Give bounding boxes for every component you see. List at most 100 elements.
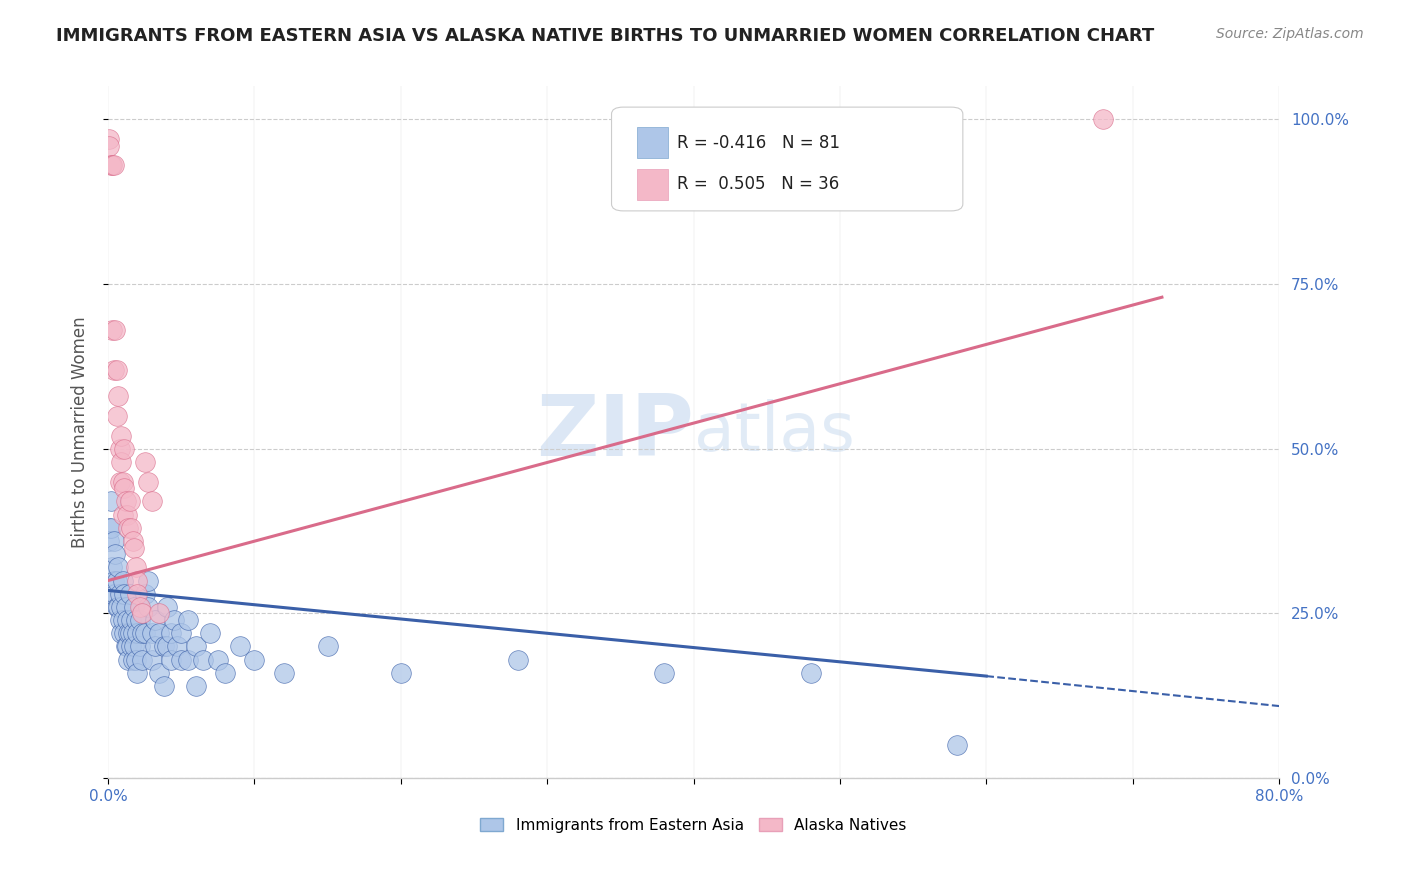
Point [103,158,125,172]
Point [112,481,135,495]
Point [107,389,129,403]
Text: IMMIGRANTS FROM EASTERN ASIA VS ALASKA NATIVE BIRTHS TO UNMARRIED WOMEN CORRELAT: IMMIGRANTS FROM EASTERN ASIA VS ALASKA N… [56,27,1154,45]
Point [207,652,229,666]
Point [117,652,139,666]
Point [114,599,136,614]
Point [136,475,159,489]
Point [101,323,124,337]
Point [100,158,122,172]
Point [129,613,152,627]
Point [103,574,125,588]
Point [134,455,156,469]
Point [98,132,121,146]
Point [101,560,124,574]
Point [148,607,170,621]
Point [110,626,132,640]
Point [118,494,141,508]
Point [115,640,138,654]
Point [122,652,145,666]
Point [105,409,128,423]
Point [800,665,823,680]
Point [191,652,214,666]
Point [143,613,166,627]
Point [107,560,129,574]
Point [115,508,138,522]
Point [112,626,135,640]
Text: Source: ZipAtlas.com: Source: ZipAtlas.com [1216,27,1364,41]
Point [273,665,295,680]
Point [155,640,177,654]
Point [122,626,145,640]
Point [141,626,163,640]
Point [184,640,207,654]
Point [141,652,163,666]
Point [108,613,131,627]
Point [122,534,145,549]
Point [148,626,170,640]
Point [105,362,128,376]
Point [100,521,122,535]
Point [131,652,153,666]
FancyBboxPatch shape [637,128,668,159]
Point [243,652,266,666]
Point [125,560,148,574]
Point [170,652,193,666]
Point [136,599,159,614]
Point [103,534,125,549]
Point [118,587,141,601]
Point [117,521,139,535]
Point [108,442,131,456]
Point [163,613,186,627]
Point [1092,112,1115,127]
Point [127,665,149,680]
Point [120,613,142,627]
Point [120,521,142,535]
Text: atlas: atlas [693,400,855,466]
Point [108,475,131,489]
Y-axis label: Births to Unmarried Women: Births to Unmarried Women [72,317,89,548]
Point [177,652,200,666]
Point [124,599,146,614]
Point [114,494,136,508]
Point [104,547,127,561]
Point [127,626,149,640]
Point [129,640,152,654]
Point [141,494,163,508]
Point [111,574,134,588]
Point [98,521,121,535]
Point [111,508,134,522]
Point [214,665,236,680]
Point [108,587,131,601]
Point [115,613,138,627]
Point [125,613,148,627]
Point [120,640,142,654]
Point [148,665,170,680]
Point [100,494,122,508]
Point [152,679,174,693]
Point [506,652,529,666]
Point [166,640,188,654]
Point [160,626,183,640]
FancyBboxPatch shape [612,107,963,211]
Text: R = -0.416   N = 81: R = -0.416 N = 81 [678,134,841,152]
Point [134,626,156,640]
Point [98,138,121,153]
Legend: Immigrants from Eastern Asia, Alaska Natives: Immigrants from Eastern Asia, Alaska Nat… [481,818,907,833]
Point [105,574,128,588]
Point [124,640,146,654]
Point [98,534,121,549]
Point [104,323,127,337]
Point [117,626,139,640]
Point [103,362,125,376]
Point [152,640,174,654]
Point [118,626,141,640]
Point [110,599,132,614]
Point [155,599,177,614]
Point [200,626,222,640]
Point [105,599,128,614]
Point [136,574,159,588]
Point [112,442,135,456]
Point [104,587,127,601]
Point [101,158,124,172]
Point [652,665,675,680]
